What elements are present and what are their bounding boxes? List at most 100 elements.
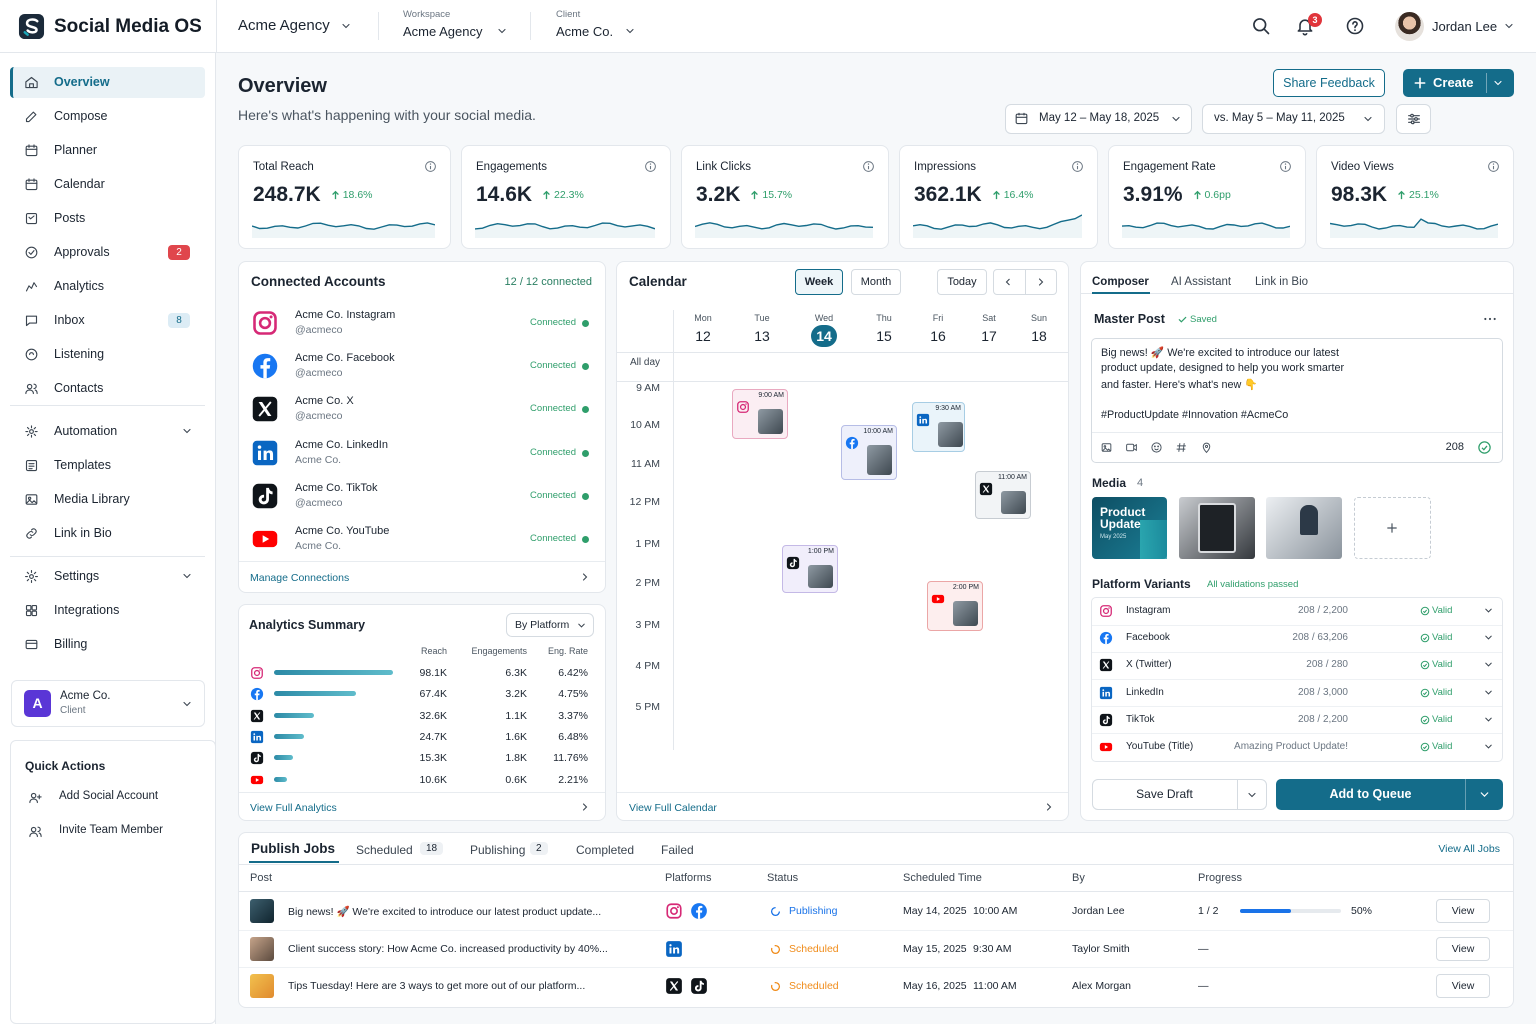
- icon-part: [26, 383, 33, 390]
- hour-label: 12 PM: [629, 496, 660, 508]
- nav-item[interactable]: Listening: [54, 347, 105, 361]
- job-status: Scheduled: [789, 980, 839, 993]
- view-job-button[interactable]: View: [1436, 899, 1490, 923]
- jobs-tab[interactable]: Publishing: [470, 843, 526, 857]
- client-switcher[interactable]: Acme Co.: [556, 24, 614, 39]
- valid-icon: [1420, 660, 1430, 670]
- view-job-button[interactable]: View: [1436, 974, 1490, 999]
- icon-part: [1422, 636, 1428, 641]
- icon-part: [25, 499, 38, 504]
- icon-part: [1485, 663, 1492, 667]
- add-to-queue-button[interactable]: [1276, 779, 1503, 810]
- icon-part: [916, 413, 930, 427]
- divider: [1025, 269, 1026, 295]
- nav-item[interactable]: Compose: [54, 109, 108, 123]
- info-icon: [862, 160, 875, 173]
- icon-part: [1505, 23, 1513, 29]
- workspace-switcher[interactable]: Acme Agency: [403, 24, 483, 39]
- nav-item[interactable]: Automation: [54, 424, 118, 438]
- jobs-tab[interactable]: Completed: [576, 843, 635, 857]
- icon-part: [669, 981, 679, 992]
- icon-part: [1420, 606, 1430, 616]
- bell-icon: [1295, 16, 1315, 36]
- platform-icon: [1099, 658, 1113, 672]
- nav-item[interactable]: Posts: [54, 211, 86, 225]
- icon-part: [737, 401, 749, 413]
- app-name: Social Media OS: [54, 16, 202, 37]
- nav-item[interactable]: Billing: [54, 637, 88, 651]
- composer-tab[interactable]: Composer: [1092, 276, 1149, 288]
- nav-item[interactable]: Templates: [54, 458, 111, 472]
- icon-part: [691, 978, 707, 995]
- analytics-cell: 11.76%: [553, 752, 588, 765]
- status-icon: [770, 906, 781, 917]
- platform-icon: [736, 400, 750, 414]
- nav-item[interactable]: Media Library: [54, 492, 130, 506]
- nav-item[interactable]: Analytics: [54, 279, 105, 293]
- day-name: Sat: [982, 313, 996, 323]
- jobs-tab[interactable]: Publish Jobs: [251, 841, 336, 856]
- chevron: [1483, 714, 1494, 725]
- hour-label: 3 PM: [635, 619, 660, 631]
- platform-icon: [251, 439, 279, 467]
- composer-tab[interactable]: AI Assistant: [1171, 276, 1232, 288]
- photo-thumb: [250, 899, 274, 923]
- manage-connections-link[interactable]: Manage Connections: [250, 572, 350, 584]
- icon-part: [25, 570, 38, 583]
- column-header: Progress: [1198, 872, 1243, 884]
- icon-part: [1398, 190, 1405, 200]
- event-time: 11:00 AM: [997, 474, 1027, 481]
- view-calendar-link[interactable]: View Full Calendar: [629, 802, 717, 814]
- photo-thumb: [808, 565, 833, 588]
- icon-part: [25, 604, 38, 617]
- nav-item[interactable]: Planner: [54, 143, 98, 157]
- post-editor[interactable]: [1091, 338, 1503, 463]
- analytics-cell: 6.48%: [558, 730, 588, 743]
- compare-picker[interactable]: [1202, 104, 1385, 134]
- view-analytics-link[interactable]: View Full Analytics: [250, 802, 337, 814]
- platform-icon: [931, 592, 945, 606]
- platform-icon: [690, 902, 708, 920]
- icon-part: [1414, 77, 1426, 89]
- nav-item[interactable]: Calendar: [54, 177, 105, 191]
- calendar-card: [616, 261, 1069, 821]
- nav-item[interactable]: Integrations: [54, 603, 120, 617]
- photo-thumb: [1001, 491, 1026, 514]
- column-header: By: [1072, 872, 1085, 884]
- jobs-tab[interactable]: Failed: [661, 843, 694, 857]
- analytics-cell: 98.1K: [419, 667, 447, 679]
- kpi-card: [461, 145, 671, 249]
- platform-filter-label: By Platform: [515, 619, 570, 631]
- post-text-line: Big news! 🚀 We're excited to introduce o…: [1101, 347, 1339, 359]
- nav-icon: [24, 279, 39, 294]
- client-name: Acme Co.: [60, 690, 111, 702]
- quick-action[interactable]: Add Social Account: [59, 790, 159, 802]
- icon-part: [578, 623, 585, 628]
- day-name: Sun: [1030, 313, 1047, 323]
- nav-item[interactable]: Overview: [54, 75, 110, 89]
- view-job-button[interactable]: View: [1436, 936, 1490, 961]
- share-feedback-button[interactable]: Share Feedback: [1273, 69, 1385, 97]
- nav-item[interactable]: Settings: [54, 569, 100, 583]
- jobs-tab[interactable]: Scheduled: [356, 843, 413, 857]
- add-media[interactable]: [1354, 497, 1431, 559]
- kpi-row: 3.91% 0.6pp: [1123, 183, 1231, 207]
- nav-item[interactable]: Link in Bio: [54, 526, 112, 540]
- today-button[interactable]: Today: [937, 269, 987, 295]
- view-toggle[interactable]: Week: [795, 269, 843, 295]
- nav-item[interactable]: Inbox: [54, 313, 85, 327]
- view-toggle[interactable]: Month: [851, 269, 901, 295]
- icon-part: [26, 528, 37, 539]
- composer-tab[interactable]: Link in Bio: [1255, 276, 1309, 288]
- nav-item[interactable]: Contacts: [54, 381, 104, 395]
- icon-part: [1414, 117, 1418, 121]
- job-progress: 1 / 2: [1198, 905, 1219, 917]
- quick-action[interactable]: Invite Team Member: [59, 824, 163, 836]
- nav-item[interactable]: Approvals: [54, 245, 110, 259]
- icon-part: [1072, 161, 1083, 172]
- date-range-picker[interactable]: [1005, 104, 1192, 134]
- variant-status: Valid: [1432, 659, 1453, 671]
- user-menu[interactable]: Jordan Lee: [1432, 19, 1498, 34]
- agency-switcher[interactable]: Acme Agency: [238, 17, 330, 34]
